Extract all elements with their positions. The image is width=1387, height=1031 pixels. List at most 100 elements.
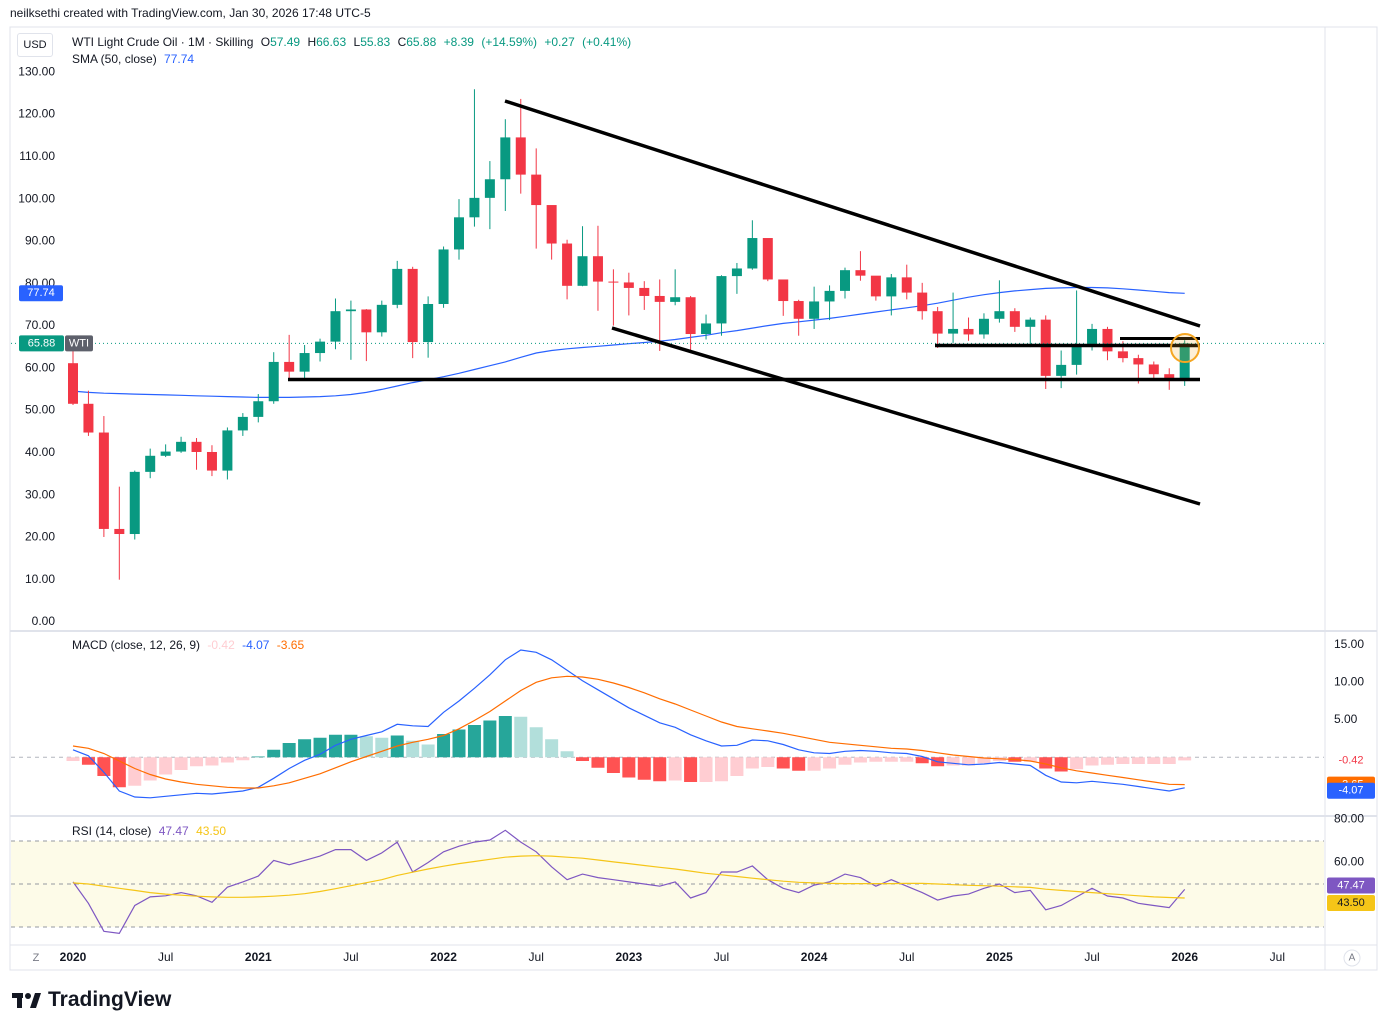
histogram-bar (112, 757, 126, 788)
ohlc-letter: H (307, 35, 317, 49)
candle-body (176, 441, 187, 452)
y-tick-label: 100.00 (18, 191, 55, 205)
histogram-bar (1039, 757, 1053, 769)
histogram-bar (606, 757, 620, 773)
y-tick-label: 60.00 (1334, 855, 1364, 869)
change: +8.39 (443, 35, 474, 49)
x-tick-label: 2022 (430, 950, 457, 964)
corner-z[interactable]: Z (33, 952, 40, 964)
histogram-bar (406, 740, 420, 758)
candle-body (484, 179, 495, 198)
candle-body (68, 363, 78, 404)
candle-body (963, 328, 974, 335)
candle-body (160, 451, 171, 456)
histogram-bar (730, 757, 744, 776)
logo-text: TradingView (48, 988, 172, 1011)
indicator-line (72, 829, 1186, 935)
x-tick-label: Jul (899, 950, 914, 964)
change: +0.27 (544, 35, 575, 49)
x-tick-label: Jul (1084, 950, 1099, 964)
candle-body (330, 311, 341, 342)
histogram-bar (159, 757, 173, 775)
histogram-bar (776, 757, 790, 769)
histogram-bar (514, 716, 528, 758)
histogram-bar (174, 757, 188, 770)
candle-body (191, 441, 202, 452)
candle-body (608, 281, 619, 283)
candle-body (809, 301, 820, 319)
sma-title: SMA (50, close) (72, 52, 157, 66)
x-tick-label: Jul (529, 950, 544, 964)
x-tick-label: 2026 (1171, 950, 1198, 964)
candle-body (438, 249, 449, 304)
histogram-bar (884, 757, 898, 762)
candle-body (577, 256, 588, 286)
symbol-label: WTI (69, 337, 89, 349)
histogram-bar (684, 757, 698, 782)
candle-body (237, 416, 248, 431)
candle-body (98, 432, 109, 529)
candle-body (701, 323, 712, 335)
auto-scale-button[interactable] (1343, 949, 1361, 967)
y-tick-label: 120.00 (18, 107, 55, 121)
histogram-bar (853, 757, 867, 763)
y-tick-label: 5.00 (1334, 712, 1358, 726)
histogram-bar (267, 749, 281, 758)
histogram-bar (282, 743, 296, 758)
candle-body (1117, 351, 1128, 359)
candle-body (1009, 311, 1020, 327)
y-tick-label: 50.00 (25, 403, 55, 417)
histogram-bar (1147, 757, 1161, 764)
ohlc-letter: O (260, 35, 271, 49)
candle-body (1071, 346, 1082, 365)
histogram-bar (1100, 757, 1114, 765)
candle-body (299, 353, 310, 372)
drawings (288, 99, 1201, 506)
logo: TradingView (12, 988, 171, 1012)
x-tick-label: Jul (1270, 950, 1285, 964)
candle-body (685, 297, 696, 335)
y-tick-label: 20.00 (25, 530, 55, 544)
histogram-bar (823, 757, 837, 769)
histogram-value: -0.42 (207, 638, 235, 652)
histogram-bar (869, 757, 883, 762)
candle-body (392, 268, 403, 305)
candle-body (824, 290, 835, 302)
rsi-ma-price-label: 43.50 (1337, 897, 1365, 909)
last-price-label-box (19, 335, 64, 352)
macd-legend: MACD (close, 12, 26, 9) -0.42 -4.07 -3.6… (72, 637, 308, 653)
histogram-bar (560, 751, 574, 758)
credit: neilksethi created with TradingView.com,… (10, 6, 371, 20)
y-tick-label: 130.00 (18, 64, 55, 78)
ohlc-letter: C (397, 35, 407, 49)
ohlc-value: 66.63 (316, 35, 347, 49)
histogram-bar (745, 757, 759, 769)
corner-a[interactable]: A (1349, 953, 1356, 964)
currency-button[interactable]: USD (17, 33, 53, 57)
candle-body (978, 318, 989, 335)
candle-body (206, 451, 217, 471)
histogram-bar (576, 757, 590, 761)
histogram-bar (1116, 757, 1130, 764)
candle-body (423, 303, 434, 343)
histogram-bar (205, 757, 219, 766)
sma-price-label-box (19, 285, 63, 302)
y-tick-label: 70.00 (25, 318, 55, 332)
x-tick-label: Jul (343, 950, 358, 964)
labels: 0.00 10.00 20.00 30.00 40.00 50.00 60.00 70.00 8… (18, 64, 1375, 964)
histogram-bar (452, 729, 466, 758)
candle-body (948, 328, 959, 334)
histogram-bar (761, 757, 775, 767)
histogram-bar (375, 737, 389, 758)
candle-body (345, 309, 356, 312)
candle-body (454, 217, 464, 250)
change-percent: (+14.59%) (481, 35, 538, 49)
x-tick-label: Jul (158, 950, 173, 964)
histogram-bar (220, 757, 234, 763)
macd-price-label: -4.07 (1338, 785, 1363, 797)
y-tick-label: 10.00 (25, 572, 55, 586)
y-tick-label: 10.00 (1334, 674, 1364, 688)
rsi-value: 47.47 (158, 824, 189, 838)
